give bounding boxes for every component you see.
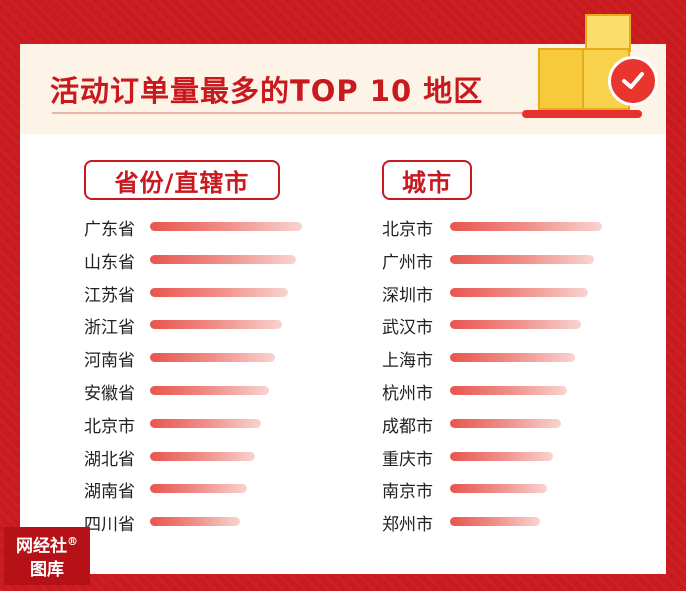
city-label: 杭州市 xyxy=(382,384,433,404)
badge-base xyxy=(522,110,642,118)
city-bar xyxy=(450,353,575,363)
city-bar xyxy=(450,287,589,297)
city-label: 郑州市 xyxy=(382,515,433,536)
city-bar xyxy=(450,386,568,395)
city-bar xyxy=(450,254,595,264)
province-bar xyxy=(150,353,275,363)
province-label: 河南省 xyxy=(84,351,135,372)
province-bar xyxy=(150,254,296,264)
section-title-provinces: 省份/直辖市 xyxy=(84,160,280,200)
box-left xyxy=(538,48,586,110)
city-bar xyxy=(450,484,548,494)
section-title-cities: 城市 xyxy=(382,160,472,200)
city-label: 成都市 xyxy=(382,416,433,437)
province-bar xyxy=(150,320,283,330)
city-bar xyxy=(450,320,581,330)
city-label: 深圳市 xyxy=(382,285,433,306)
page-title: 活动订单量最多的TOP 10 地区 xyxy=(50,74,484,108)
province-label: 安徽省 xyxy=(84,384,135,404)
city-label: 上海市 xyxy=(382,351,433,372)
city-label: 南京市 xyxy=(382,482,433,503)
province-label: 湖南省 xyxy=(84,482,135,503)
province-bar xyxy=(150,222,302,231)
province-bar xyxy=(150,484,248,494)
city-label: 武汉市 xyxy=(382,318,433,339)
title-underline xyxy=(52,112,522,114)
province-bar xyxy=(150,418,261,428)
province-label: 浙江省 xyxy=(84,318,135,339)
province-label: 山东省 xyxy=(84,252,135,273)
province-bar xyxy=(150,517,240,527)
box-top xyxy=(585,14,631,52)
city-label: 北京市 xyxy=(382,220,433,240)
city-label: 重庆市 xyxy=(382,449,433,470)
province-label: 四川省 xyxy=(84,515,135,536)
check-circle-icon xyxy=(608,56,658,106)
province-bar xyxy=(150,386,269,395)
province-label: 江苏省 xyxy=(84,285,135,306)
province-bar xyxy=(150,287,289,297)
city-bar xyxy=(450,517,540,527)
province-label: 湖北省 xyxy=(84,449,135,470)
city-label: 广州市 xyxy=(382,252,433,273)
watermark-logo: 网经社® 图库 xyxy=(4,527,90,585)
city-bar xyxy=(450,418,561,428)
province-label: 北京市 xyxy=(84,416,135,437)
city-bar xyxy=(450,451,554,461)
province-bar xyxy=(150,451,255,461)
city-bar xyxy=(450,222,602,231)
province-label: 广东省 xyxy=(84,220,135,240)
